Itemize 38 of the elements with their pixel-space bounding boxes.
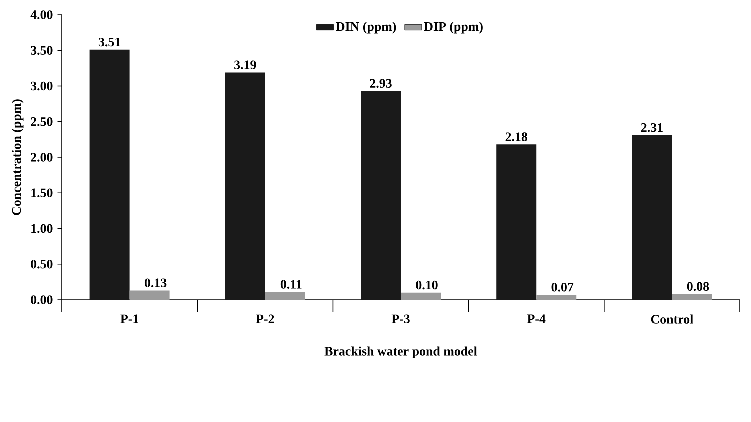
data-label: 0.13 <box>144 278 167 288</box>
data-label: 3.19 <box>234 60 256 70</box>
x-tick-label: P-2 <box>256 314 274 324</box>
y-tick-label: 0.50 <box>31 260 53 269</box>
y-tick-label: 3.50 <box>31 46 53 56</box>
bar <box>361 91 402 300</box>
y-tick-label: 1.50 <box>32 188 53 198</box>
y-tick-label: 4.00 <box>30 10 53 20</box>
y-tick-label: 0.00 <box>31 296 53 304</box>
data-label: 3.51 <box>98 38 120 47</box>
bar <box>90 50 130 300</box>
bar <box>672 294 712 300</box>
x-tick-label: P-3 <box>392 314 410 324</box>
y-tick-label: 2.50 <box>31 117 53 126</box>
bar <box>632 135 672 300</box>
data-label: 0.07 <box>552 283 574 292</box>
y-tick-label: 1.00 <box>32 224 53 234</box>
bar <box>536 295 577 300</box>
x-tick-label: Control <box>651 314 694 324</box>
data-label: 0.11 <box>280 280 302 289</box>
bar <box>225 72 266 300</box>
bar <box>496 144 537 300</box>
data-label: 2.18 <box>506 132 528 142</box>
x-tick-label: P-4 <box>527 314 546 324</box>
x-axis-title: Brackish water pond model <box>324 346 478 358</box>
data-label: 0.10 <box>416 280 438 290</box>
data-label: 0.08 <box>687 282 710 292</box>
y-tick-label: 3.00 <box>31 82 53 91</box>
y-tick-label: 2.00 <box>31 153 53 162</box>
legend-label: DIP (ppm) <box>424 22 483 34</box>
y-axis-title: Concentration (ppm) <box>12 100 24 216</box>
data-label: 2.31 <box>641 123 663 132</box>
data-label: 2.93 <box>370 79 392 88</box>
bar <box>265 292 306 300</box>
legend-label: DIN (ppm) <box>336 22 396 34</box>
bar <box>401 292 442 300</box>
x-tick-label: P-1 <box>120 314 138 324</box>
bar <box>130 290 170 300</box>
